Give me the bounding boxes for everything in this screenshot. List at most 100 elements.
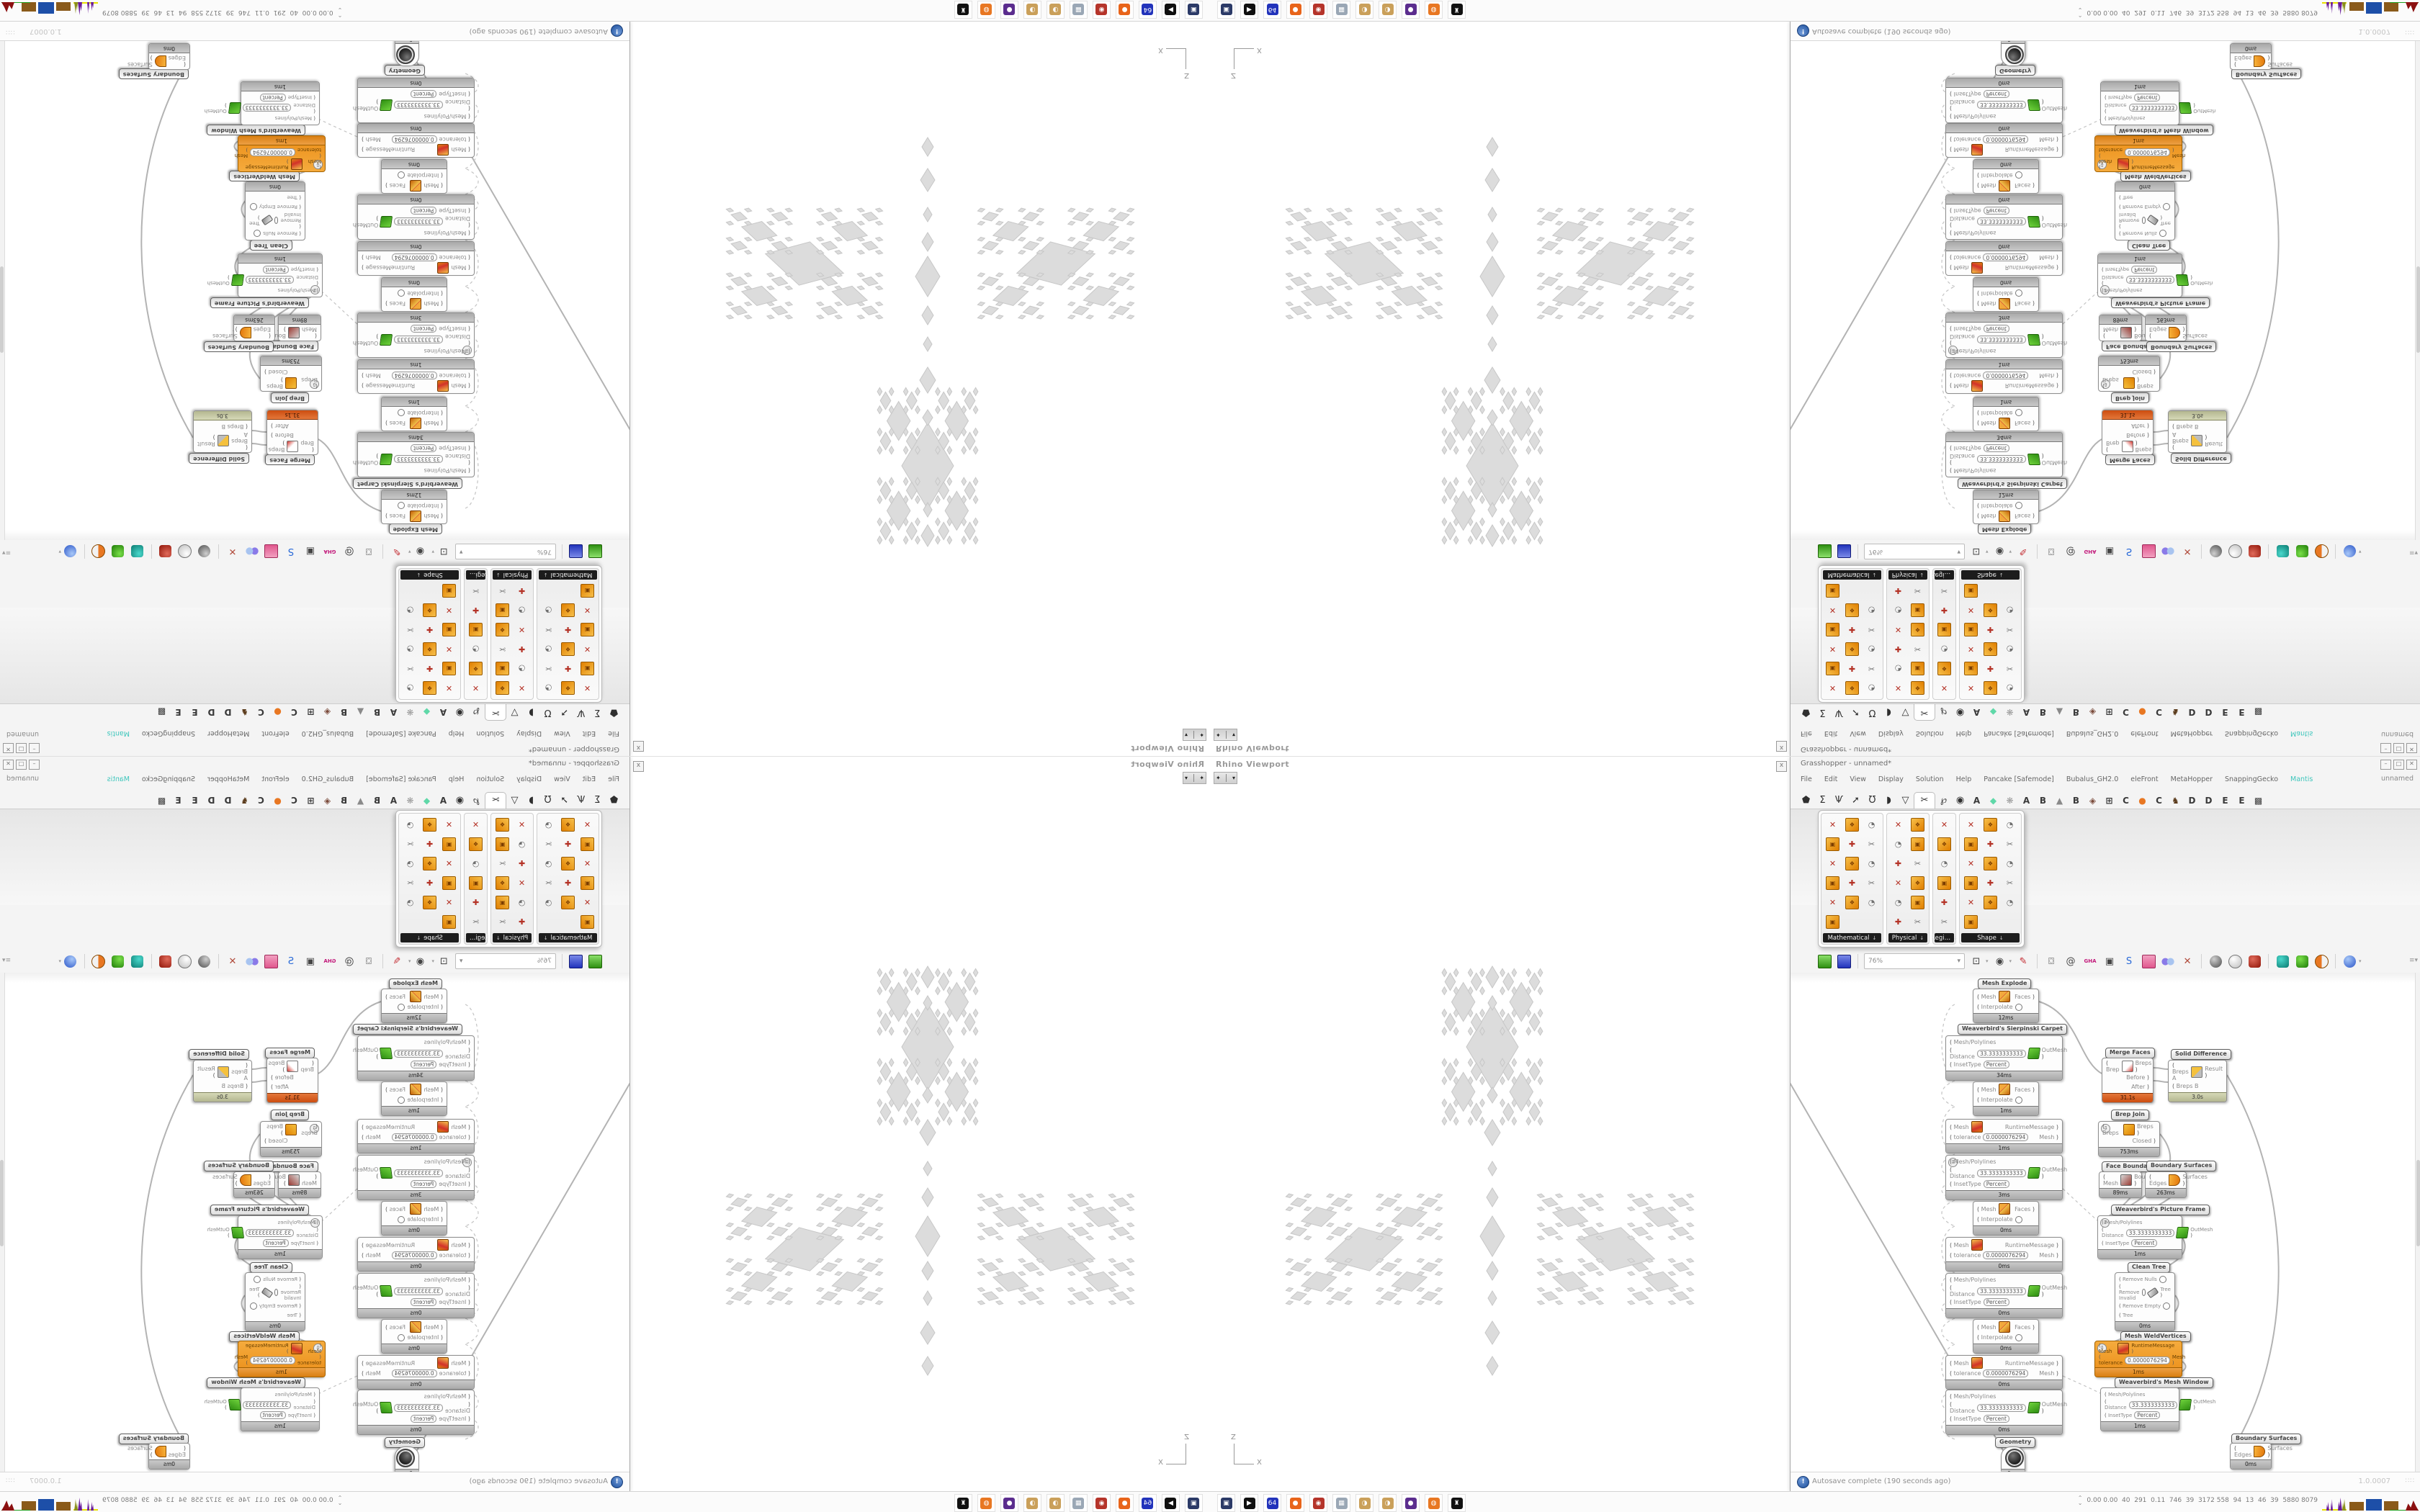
value-box-inset[interactable]: Percent [262,266,289,274]
component-icon[interactable]: ◔ [2006,859,2014,868]
gh-node-bjoin[interactable]: ⇩BrepsBrepsClosed753ms [260,1121,322,1157]
input-port-mesh[interactable]: Mesh [1977,420,1996,427]
component-icon[interactable]: ◔ [1894,898,1902,907]
gh-node-loop[interactable]: Mesh FacesInterpolate 0ms [1973,159,2039,194]
component-icon[interactable]: ✚ [1940,606,1948,615]
rhino-viewport[interactable]: Rhino Viewport ✦ ▾ x Z X [630,22,1210,756]
component-icon[interactable]: ✕ [1967,820,1975,829]
output-port-faces[interactable]: Faces [385,1206,405,1212]
palette-group-label[interactable]: Shape ↓ [1961,933,2020,942]
input-port-insettype[interactable]: InsetType [291,267,318,273]
gh-node-window[interactable]: Mesh/PolylinesDistance33.3333333333OutMe… [1945,1035,2067,1081]
component-icon[interactable]: ✚ [1986,664,1994,673]
component-icon[interactable]: ▣ [578,834,597,854]
tab-vector-icon[interactable]: ➚ [560,795,568,806]
gh-node-window[interactable]: Mesh/PolylinesDistance33.3333333333OutMe… [2100,1387,2215,1431]
input-port-edges[interactable]: Edges [2149,326,2166,339]
value-box-inset[interactable]: Percent [411,1415,437,1423]
tab-plugin-d2[interactable]: D [207,796,215,806]
toggle-circle[interactable] [274,217,279,224]
input-port-remove-invalid[interactable]: Remove Invalid [2119,212,2140,229]
tab-plugin-gem[interactable]: ◆ [1989,796,1997,806]
output-port-surfaces[interactable]: Surfaces [212,326,238,339]
tab-plugin-b2[interactable]: B [2072,796,2080,806]
component-icon[interactable]: ❖ [1908,678,1927,698]
output-port-mesh[interactable]: Mesh [362,1134,381,1140]
gha-installer-icon[interactable]: GHA [323,549,336,554]
component-icon[interactable]: ✂ [1940,917,1948,927]
input-port-tolerance[interactable]: tolerance [1950,254,1981,261]
input-port-mesh-polylines[interactable]: Mesh/Polylines [424,1158,470,1165]
tab-plugin-b1[interactable]: B [373,707,381,717]
preview-eye-icon[interactable]: ◉ [416,955,425,967]
component-icon[interactable]: ✕ [518,683,526,693]
menu-solution[interactable]: Solution [1915,729,1944,737]
component-icon[interactable]: ✚ [1986,625,1994,634]
menu-mantis[interactable]: Mantis [107,729,130,737]
tab-plugin-e2[interactable]: E [175,796,182,806]
input-port-mesh-polylines[interactable]: Mesh/Polylines [2102,1220,2142,1225]
component-icon[interactable]: ✕ [445,683,453,693]
output-port-surfaces[interactable]: Surfaces [2182,326,2208,339]
input-port-mesh[interactable]: Mesh [2099,1343,2115,1354]
toolbar-overflow-icon[interactable]: ≡▾ [2,957,12,964]
chevron-down-icon[interactable]: ▾ [2009,549,2012,554]
minimize-button[interactable]: – [2380,743,2391,753]
selected-wire-icon[interactable] [110,544,126,559]
component-icon[interactable]: ◔ [1868,683,1876,693]
output-port-breps[interactable]: Breps [2137,1123,2156,1136]
component-icon[interactable]: ◔ [2006,644,2014,654]
resize-grip-icon[interactable]: ∷∷ [5,1477,15,1485]
tab-plugin-c1[interactable]: C [291,796,297,806]
component-icon[interactable]: ✕ [1967,898,1975,907]
tab-plugin-a1[interactable]: A [1973,796,1981,806]
output-port-runtimemessage[interactable]: RuntimeMessage [2005,1360,2058,1367]
input-port-mesh-polylines[interactable]: Mesh/Polylines [1950,467,1996,474]
component-icon[interactable]: ❖ [1842,639,1862,659]
tab-plugin-e1[interactable]: E [192,707,198,717]
tab-plugin-checker[interactable]: ▩ [157,707,166,717]
tab-plugin-gem[interactable]: ◆ [1989,707,1997,717]
output-port-outmesh[interactable]: OutMesh [353,215,379,228]
remote-definition-icon[interactable] [2341,953,2357,969]
toolbar-overflow-icon[interactable]: ≡▾ [2,549,12,556]
grasshopper-canvas[interactable]: Mesh ExplodeMeshFacesInterpolate12msWeav… [1791,973,2420,1472]
output-port-outmesh[interactable]: OutMesh [2190,274,2213,286]
output-port-mesh[interactable]: Mesh [2039,1252,2058,1259]
gh-node-bjoin[interactable]: ⇩BrepsBrepsClosed753ms [2098,1121,2160,1157]
tab-plugin-picture[interactable]: ▲ [2056,796,2063,806]
component-icon[interactable]: ✕ [445,898,453,907]
input-port-mesh[interactable]: Mesh [1977,1086,1996,1093]
component-icon[interactable]: ✕ [1829,644,1837,654]
input-port-tolerance[interactable]: tolerance [439,254,470,261]
tab-maths-icon[interactable]: Σ [594,707,601,718]
keepass-icon[interactable]: ◉ [1309,1,1327,19]
value-box-distance[interactable]: 33.3333333333 [242,1400,292,1409]
gh-node-bjoin[interactable]: ⇩BrepsBrepsClosed753ms [260,356,322,392]
tab-transform-icon[interactable]: ℘ [472,795,480,806]
output-port-outmesh[interactable]: OutMesh [2042,453,2068,466]
tab-plugin-dot[interactable]: ● [274,707,282,717]
maximize-button[interactable]: □ [16,743,27,753]
input-port-tolerance[interactable]: tolerance [1950,1134,1981,1140]
floppy-64-icon[interactable]: 64 [1263,1,1281,19]
input-port-breps-b[interactable]: Breps B [222,1083,248,1089]
value-box-inset[interactable]: Percent [411,1180,437,1188]
component-icon[interactable]: ✂ [1868,625,1876,634]
system-monitor-widget[interactable]: ⌃ ⌄ 0.00 0.00 40 291 0.11 746 39 3172 558… [102,6,342,18]
value-box-tolerance[interactable]: 0.0000076294 [1983,1369,2029,1377]
component-icon[interactable]: ✂ [1868,664,1876,673]
output-port-outmesh[interactable]: OutMesh [207,1227,230,1238]
component-icon[interactable]: ✕ [1940,683,1948,693]
component-icon[interactable]: ❖ [558,854,578,873]
input-port-mesh[interactable]: Mesh [451,147,470,153]
value-box-inset[interactable]: Percent [2134,94,2161,102]
value-box-distance[interactable]: 33.3333333333 [2125,1228,2175,1237]
viewport-close-icon[interactable]: x [633,741,644,752]
input-port-mesh-polylines[interactable]: Mesh/Polylines [424,1393,470,1400]
maximize-button[interactable]: □ [16,760,27,770]
cluster-at-icon[interactable]: @ [2066,955,2076,967]
input-port-interpolate[interactable]: Interpolate [1977,503,2013,509]
output-port-result[interactable]: Result [197,435,215,448]
input-port-tree[interactable]: Tree [2119,1313,2133,1318]
